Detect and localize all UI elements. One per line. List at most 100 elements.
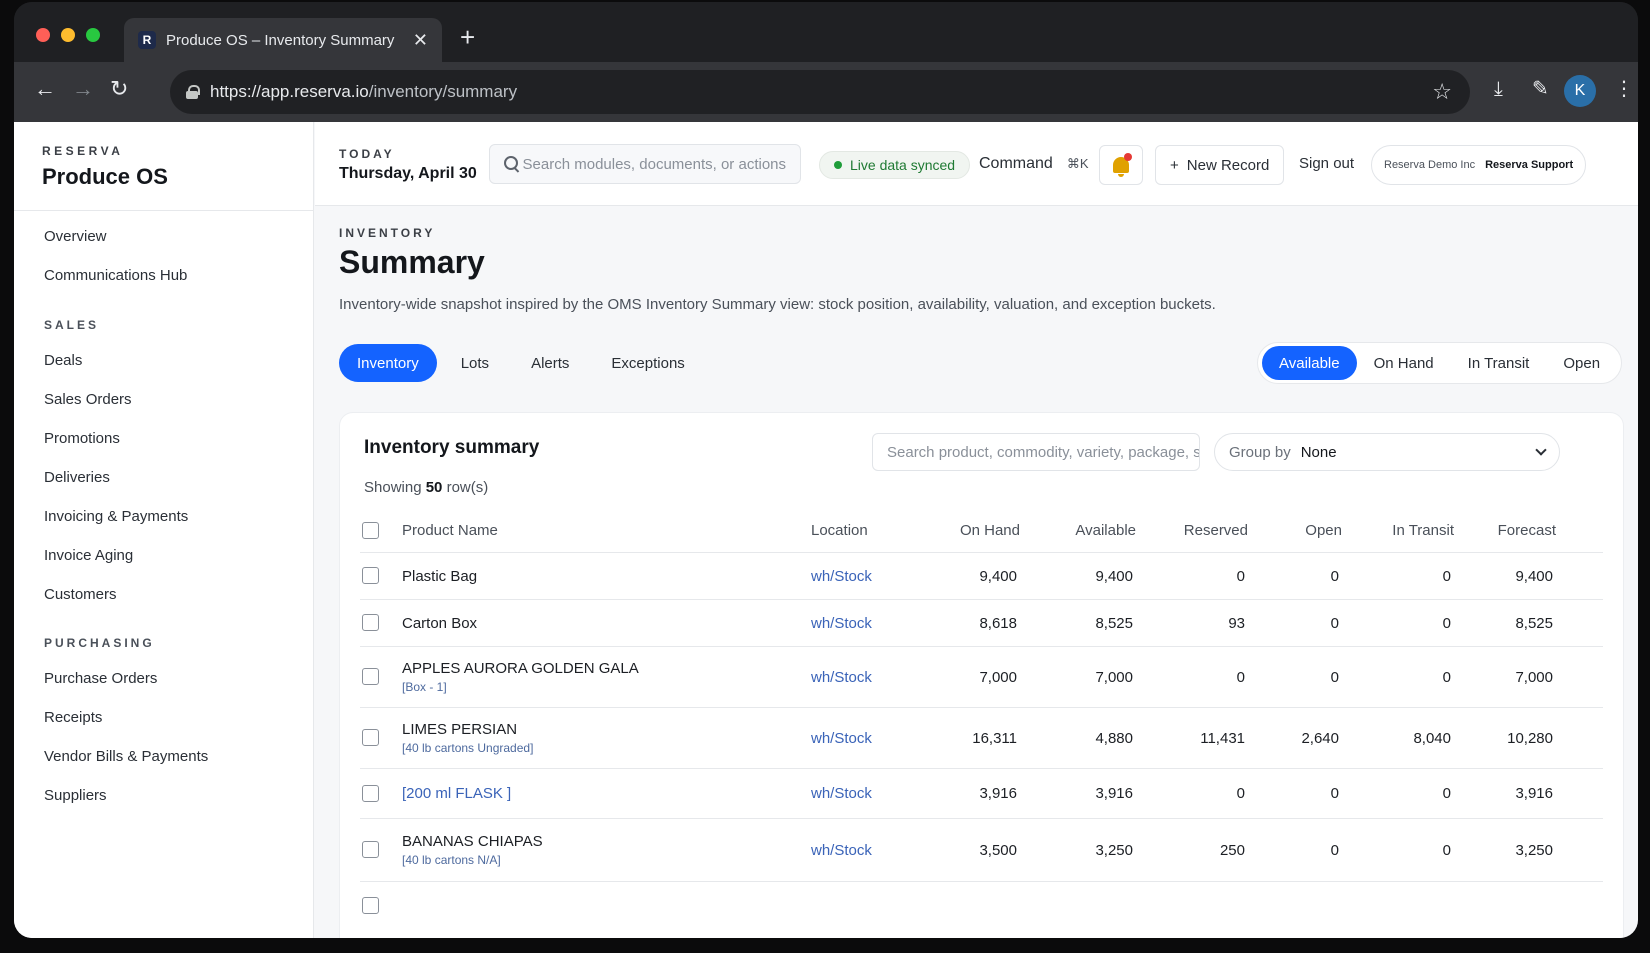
cell-reserved: 0 [1236,785,1245,802]
table-search-input[interactable]: Search product, commodity, variety, pack… [872,433,1200,471]
cell-reserved: 0 [1236,668,1245,686]
sidebar-item-vendor-bills[interactable]: Vendor Bills & Payments [44,748,209,765]
table-row[interactable]: Carton Box wh/Stock 8,618 8,525 93 0 0 8,525 [360,600,1603,647]
table-row[interactable] [360,882,1603,922]
column-header-in-transit[interactable]: In Transit [1392,522,1454,539]
cell-location[interactable]: wh/Stock [811,614,872,632]
sidebar-item-promotions[interactable]: Promotions [44,430,120,447]
cell-product-name[interactable]: Plastic Bag [402,553,477,599]
cell-available: 9,400 [1095,567,1133,585]
segment-open[interactable]: Open [1563,354,1601,372]
cell-product-name[interactable]: Carton Box [402,600,477,646]
forward-icon[interactable]: → [72,76,94,101]
table-row[interactable]: BANANAS CHIAPAS [40 lb cartons N/A] wh/Sto… [360,819,1603,882]
row-checkbox[interactable] [362,841,379,858]
zoom-window-button[interactable] [86,28,100,42]
product-package: [40 lb cartons Ungraded] [402,741,534,755]
row-checkbox[interactable] [362,668,379,685]
cell-location[interactable]: wh/Stock [811,785,872,802]
row-checkbox[interactable] [362,784,379,802]
profile-avatar[interactable]: K [1564,75,1596,107]
sign-out-link[interactable]: Sign out [1299,155,1355,172]
cell-location[interactable]: wh/Stock [811,668,872,686]
row-checkbox[interactable] [362,729,379,746]
product-name: LIMES PERSIAN [402,721,518,738]
global-search-input[interactable]: Search modules, documents, or actions [489,144,801,184]
sidebar-item-overview[interactable]: Overview [44,228,107,245]
star-icon[interactable]: ☆ [1432,79,1452,104]
table-row[interactable]: APPLES AURORA GOLDEN GALA [Box - 1] wh/Sto… [360,647,1603,708]
new-record-label: New Record [1186,156,1270,174]
cell-location[interactable]: wh/Stock [811,567,872,585]
segment-available[interactable]: Available [1262,346,1357,380]
plus-icon: + [1170,156,1179,174]
table-row[interactable]: Plastic Bag wh/Stock 9,400 9,400 0 0 0 9,400 [360,553,1603,600]
sidebar-item-suppliers[interactable]: Suppliers [44,787,107,804]
command-palette-button[interactable]: Command ⌘K [979,155,1088,173]
plus-icon[interactable]: + [460,22,476,52]
brand-title: Produce OS [42,164,168,189]
table-row[interactable]: [200 ml FLASK ] wh/Stock 3,916 3,916 0 0 0 3,91… [360,769,1603,819]
column-header-reserved[interactable]: Reserved [1183,522,1248,539]
sidebar-item-deals[interactable]: Deals [44,352,83,369]
product-package: [40 lb cartons N/A] [402,853,501,867]
new-record-button[interactable]: + New Record [1155,145,1285,185]
card-title: Inventory summary [364,437,540,458]
minimize-window-button[interactable] [61,28,75,42]
tab-alerts[interactable]: Alerts [531,354,570,372]
extensions-icon[interactable]: ✎ [1532,78,1549,100]
select-all-checkbox[interactable] [362,521,379,539]
column-header-on-hand[interactable]: On Hand [959,522,1020,539]
back-icon[interactable]: ← [34,76,56,101]
table-row[interactable]: LIMES PERSIAN [40 lb cartons Ungraded] wh/… [360,708,1603,769]
row-checkbox[interactable] [362,897,379,914]
sync-dot-icon [834,161,842,169]
tab-inventory[interactable]: Inventory [339,344,437,382]
cell-product-name[interactable]: LIMES PERSIAN [40 lb cartons Ungraded] [402,708,533,768]
reload-icon[interactable]: ↻ [110,76,129,101]
cell-available: 8,525 [1095,614,1133,632]
address-bar[interactable]: https://app.reserva.io/inventory/summary… [170,70,1470,114]
segment-in-transit[interactable]: In Transit [1467,354,1530,372]
browser-tab[interactable]: R Produce OS – Inventory Summary ✕ [124,18,442,62]
sidebar-item-sales-orders[interactable]: Sales Orders [44,391,132,408]
sidebar-item-customers[interactable]: Customers [44,586,117,603]
column-header-product-name[interactable]: Product Name [402,522,498,539]
bell-icon [1113,157,1129,177]
chevron-down-icon [1535,444,1547,456]
column-header-location[interactable]: Location [811,522,868,539]
sidebar-item-communications-hub[interactable]: Communications Hub [44,267,188,284]
quantity-segmented-control: Available On Hand In Transit Open [1257,342,1623,384]
tab-exceptions[interactable]: Exceptions [611,354,685,372]
column-header-open[interactable]: Open [1305,522,1342,539]
cell-location[interactable]: wh/Stock [811,841,872,859]
download-icon[interactable]: ⤓ [1494,78,1503,100]
close-icon[interactable]: ✕ [412,30,428,50]
tab-lots[interactable]: Lots [460,354,490,372]
lock-icon [186,85,200,99]
cell-forecast: 3,250 [1515,841,1553,859]
cell-product-name[interactable]: BANANAS CHIAPAS [40 lb cartons N/A] [402,819,543,881]
column-header-available[interactable]: Available [1075,522,1136,539]
notifications-button[interactable] [1099,145,1143,185]
cell-on-hand: 9,400 [979,567,1017,585]
table-header: Product Name Location On Hand Available … [360,509,1603,553]
cell-forecast: 3,916 [1515,785,1553,802]
close-window-button[interactable] [36,28,50,42]
sidebar-item-invoicing-payments[interactable]: Invoicing & Payments [44,508,189,525]
sidebar-item-receipts[interactable]: Receipts [44,709,103,726]
row-checkbox[interactable] [362,567,379,584]
cell-product-name[interactable]: APPLES AURORA GOLDEN GALA [Box - 1] [402,647,639,707]
sidebar-item-invoice-aging[interactable]: Invoice Aging [44,547,134,564]
sidebar-item-deliveries[interactable]: Deliveries [44,469,110,486]
sidebar-item-purchase-orders[interactable]: Purchase Orders [44,670,158,687]
org-switcher[interactable]: Reserva Demo Inc Reserva Support [1371,145,1587,185]
segment-on-hand[interactable]: On Hand [1373,354,1434,372]
menu-icon[interactable]: ⋮ [1614,78,1634,100]
column-header-forecast[interactable]: Forecast [1497,522,1556,539]
cell-location[interactable]: wh/Stock [811,729,872,747]
group-by-select[interactable]: Group by None [1214,433,1560,471]
row-checkbox[interactable] [362,614,379,631]
cell-product-name[interactable]: [200 ml FLASK ] [402,769,511,818]
global-search-placeholder: Search modules, documents, or actions [522,155,786,173]
